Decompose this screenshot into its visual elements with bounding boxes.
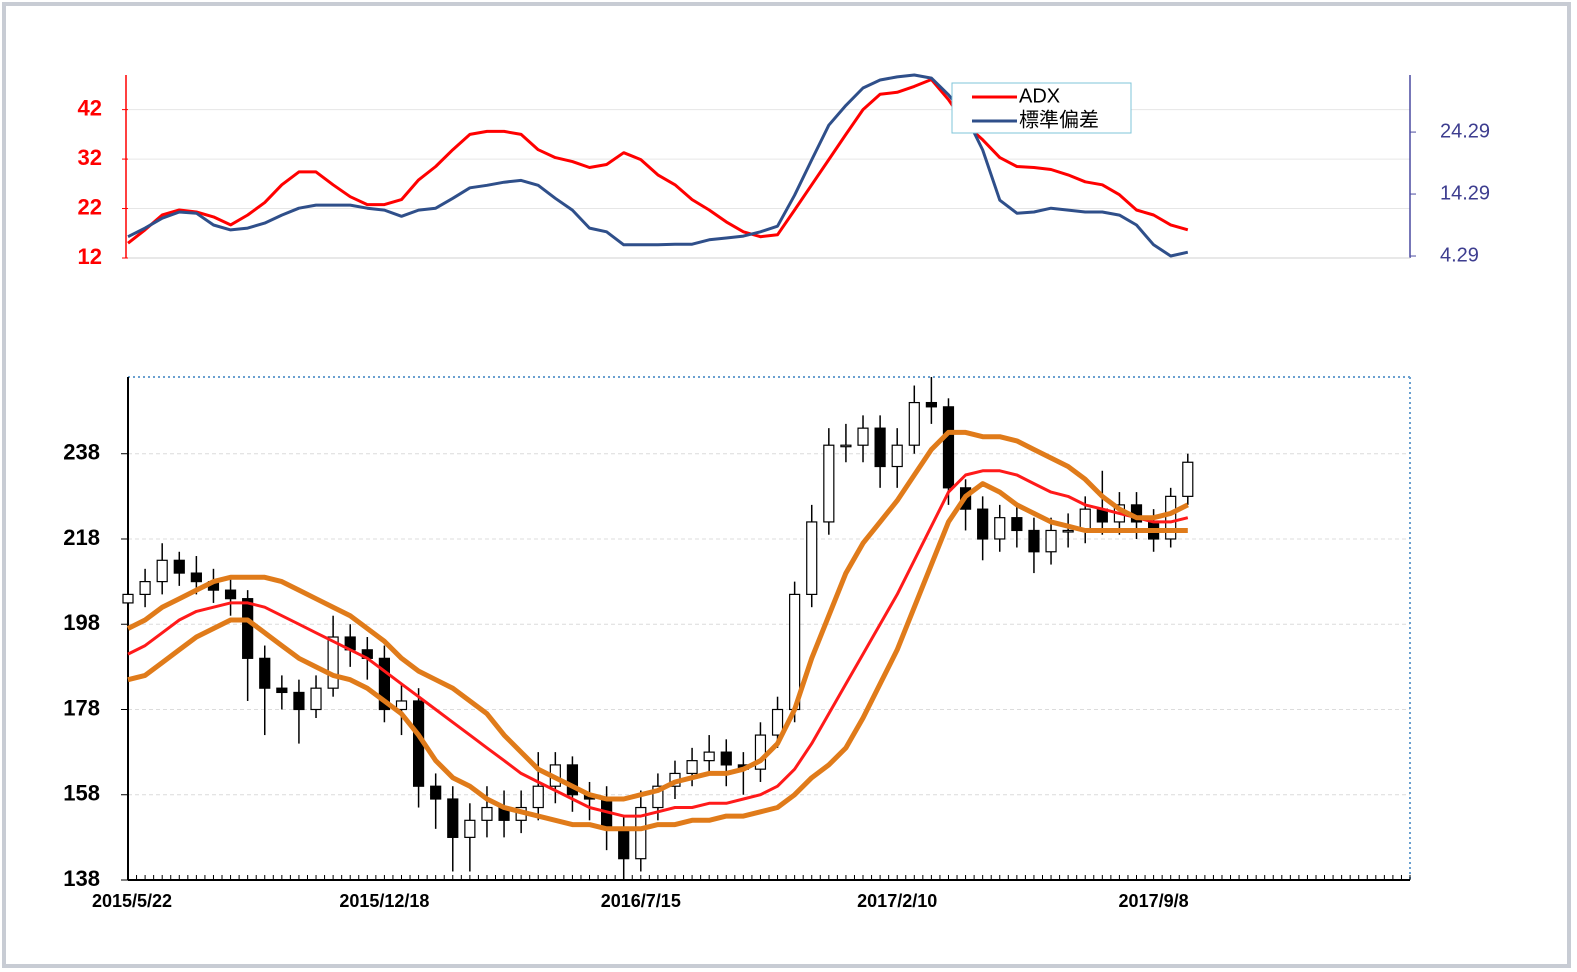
candle-body [447, 798, 459, 838]
candle-body [224, 589, 237, 600]
candle-body [840, 444, 852, 448]
candle-body [1011, 517, 1023, 532]
candle-body [925, 401, 937, 408]
candle-body [1062, 529, 1074, 533]
candle-body [532, 785, 544, 809]
y-tick-label: 218 [63, 525, 100, 550]
x-tick-label: 2017/2/10 [857, 891, 937, 911]
candle-body [942, 406, 955, 489]
candle-body [977, 508, 989, 540]
candle-body [276, 687, 288, 694]
y-tick-label: 12 [78, 244, 102, 269]
candle-body [635, 806, 647, 860]
y2-tick-label: 14.29 [1440, 182, 1490, 204]
candle-body [857, 427, 869, 446]
series-line [126, 429, 1189, 802]
candle-body [703, 751, 715, 762]
candle-body [618, 828, 630, 860]
candle-body [464, 819, 476, 838]
legend-label: ADX [1019, 85, 1060, 107]
legend-label: 標準偏差 [1019, 108, 1099, 131]
candle-body [173, 559, 185, 574]
x-tick-label: 2015/12/18 [339, 891, 429, 911]
candle-body [1045, 529, 1057, 553]
candle-body [378, 657, 390, 711]
y-tick-label: 42 [78, 95, 102, 120]
candle-body [259, 657, 271, 689]
series-line [127, 481, 1188, 832]
series-line [127, 469, 1189, 818]
y-tick-label: 158 [63, 781, 100, 806]
x-tick-label: 2017/9/8 [1119, 891, 1189, 911]
candle-body [823, 444, 835, 523]
candle-body [310, 687, 322, 711]
candle-body [327, 636, 339, 689]
candle-body [395, 700, 408, 711]
series-line [127, 73, 1189, 258]
candle-body [686, 760, 698, 775]
y-tick-label: 198 [63, 610, 100, 635]
y-tick-label: 178 [63, 695, 100, 720]
y-tick-label: 138 [63, 866, 100, 891]
candle-body [1165, 495, 1177, 540]
legend-box [951, 82, 1132, 134]
candle-body [190, 572, 202, 583]
candle-body [652, 785, 664, 809]
candle-body [806, 521, 818, 595]
candle-body [771, 708, 784, 736]
candle-body [1182, 461, 1194, 497]
y2-tick-label: 24.29 [1440, 120, 1490, 142]
candle-body [720, 751, 732, 766]
candle-body [156, 559, 168, 583]
candle-body [891, 444, 903, 468]
candle-body [908, 401, 920, 446]
x-tick-label: 2015/5/22 [92, 891, 172, 911]
candle-body [293, 691, 305, 711]
candle-body [994, 517, 1006, 540]
y-tick-label: 32 [78, 145, 102, 170]
candle-body [566, 764, 579, 796]
y-tick-label: 22 [78, 194, 102, 219]
x-tick-label: 2016/7/15 [601, 891, 681, 911]
series-line [127, 78, 1189, 245]
candle-body [139, 581, 151, 595]
y2-tick-label: 4.29 [1440, 244, 1479, 266]
candle-body [430, 785, 442, 800]
candle-body [242, 598, 254, 659]
candle-body [481, 806, 493, 821]
candle-body [1028, 529, 1040, 553]
candle-body [122, 593, 134, 604]
candle-body [874, 427, 886, 468]
y-tick-label: 238 [63, 440, 100, 465]
